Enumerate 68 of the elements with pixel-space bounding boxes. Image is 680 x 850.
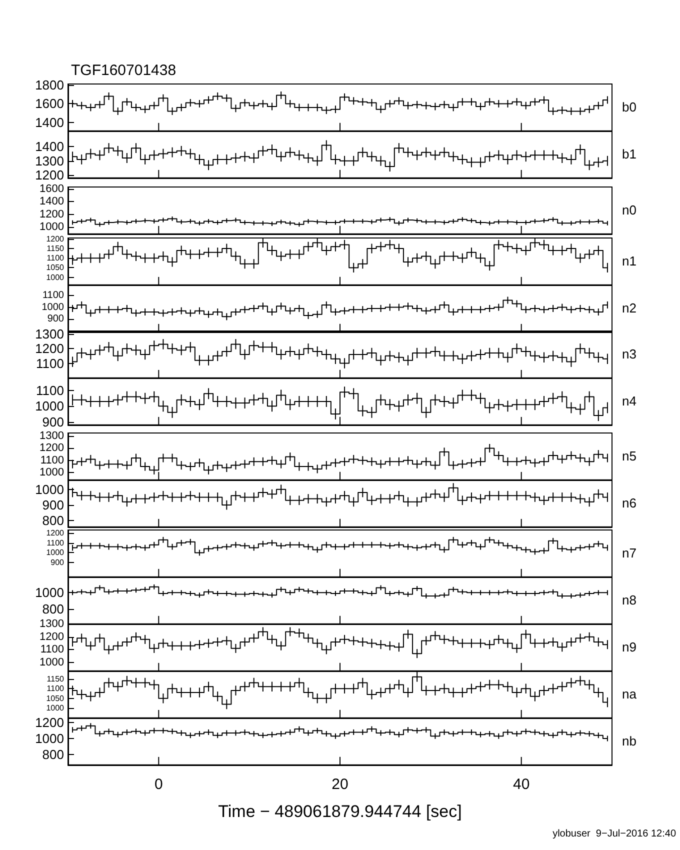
- y-tick-label: 900: [47, 313, 64, 324]
- y-tick-label: 1000: [40, 221, 64, 234]
- y-tick-label: 900: [42, 414, 64, 430]
- y-tick-label: 1300: [40, 430, 64, 442]
- y-tick-label: 1100: [36, 356, 64, 372]
- y-tick-label: 1000: [46, 548, 65, 558]
- y-tick-label: 1200: [40, 442, 64, 454]
- series-label: n8: [622, 592, 636, 608]
- y-tick-label: 1050: [46, 694, 65, 704]
- series-label: n9: [622, 640, 636, 655]
- y-tick-label: 1600: [40, 183, 64, 196]
- series-label: n6: [622, 496, 636, 511]
- y-tick-label: 1100: [46, 684, 65, 694]
- series-label: n0: [622, 202, 636, 218]
- x-axis-title: Time − 489061879.944744 [sec]: [218, 802, 462, 821]
- series-label: na: [622, 686, 638, 702]
- series-label: n4: [622, 394, 636, 409]
- y-tick-label: 1100: [36, 383, 64, 398]
- y-tick-label: 1800: [35, 77, 64, 92]
- series-label: n7: [622, 546, 636, 561]
- y-tick-label: 800: [42, 602, 64, 617]
- y-tick-label: 1000: [35, 399, 64, 414]
- y-tick-label: 1600: [35, 96, 64, 112]
- y-tick-label: 900: [42, 498, 64, 513]
- y-tick-label: 1200: [35, 168, 64, 183]
- y-tick-label: 1300: [40, 618, 64, 630]
- x-tick-label: 40: [512, 776, 530, 793]
- y-tick-label: 1100: [46, 253, 65, 262]
- y-tick-label: 1100: [42, 290, 64, 301]
- y-tick-label: 900: [50, 558, 65, 568]
- series-label: n2: [622, 300, 636, 316]
- y-tick-label: 1000: [46, 704, 65, 713]
- y-tick-label: 1050: [46, 262, 65, 272]
- series-label: n1: [622, 253, 636, 268]
- y-tick-label: 1200: [35, 715, 64, 730]
- y-tick-label: 1200: [35, 342, 64, 357]
- y-tick-label: 1400: [35, 114, 64, 130]
- x-tick-label: 0: [154, 776, 163, 793]
- y-tick-label: 1300: [35, 326, 64, 342]
- series-label: n3: [622, 346, 636, 362]
- y-tick-label: 1100: [40, 454, 64, 467]
- y-tick-label: 1200: [46, 528, 65, 538]
- series-label: b1: [622, 146, 636, 162]
- y-tick-label: 1150: [46, 244, 65, 253]
- y-tick-label: 800: [42, 513, 64, 528]
- y-tick-label: 1300: [35, 153, 64, 168]
- y-tick-label: 1000: [35, 482, 64, 497]
- y-tick-label: 1000: [42, 301, 64, 312]
- y-tick-label: 1200: [40, 631, 64, 644]
- text: ylobuser 9−Jul−2016 12:40: [552, 828, 676, 840]
- series-label: n5: [622, 448, 636, 464]
- y-tick-label: 1000: [35, 585, 64, 600]
- y-tick-label: 1150: [46, 674, 65, 684]
- x-tick-label: 20: [332, 776, 348, 793]
- y-tick-label: 1000: [40, 466, 64, 479]
- series-label: b0: [622, 99, 636, 114]
- y-tick-label: 1400: [40, 196, 64, 208]
- series-label: nb: [622, 734, 636, 749]
- y-tick-label: 1100: [46, 538, 65, 548]
- y-tick-label: 1000: [40, 656, 64, 669]
- y-tick-label: 1200: [40, 208, 64, 220]
- y-tick-label: 1100: [40, 644, 64, 656]
- y-tick-label: 1200: [46, 234, 65, 244]
- y-tick-label: 800: [42, 746, 64, 762]
- y-tick-label: 1000: [46, 272, 65, 282]
- chart-title: TGF160701438: [71, 62, 176, 79]
- y-tick-label: 1400: [35, 139, 64, 154]
- y-tick-label: 1000: [35, 731, 64, 746]
